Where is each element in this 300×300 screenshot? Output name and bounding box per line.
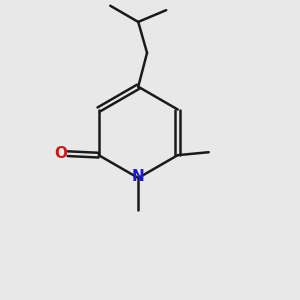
Text: N: N — [132, 169, 145, 184]
Text: O: O — [54, 146, 67, 161]
